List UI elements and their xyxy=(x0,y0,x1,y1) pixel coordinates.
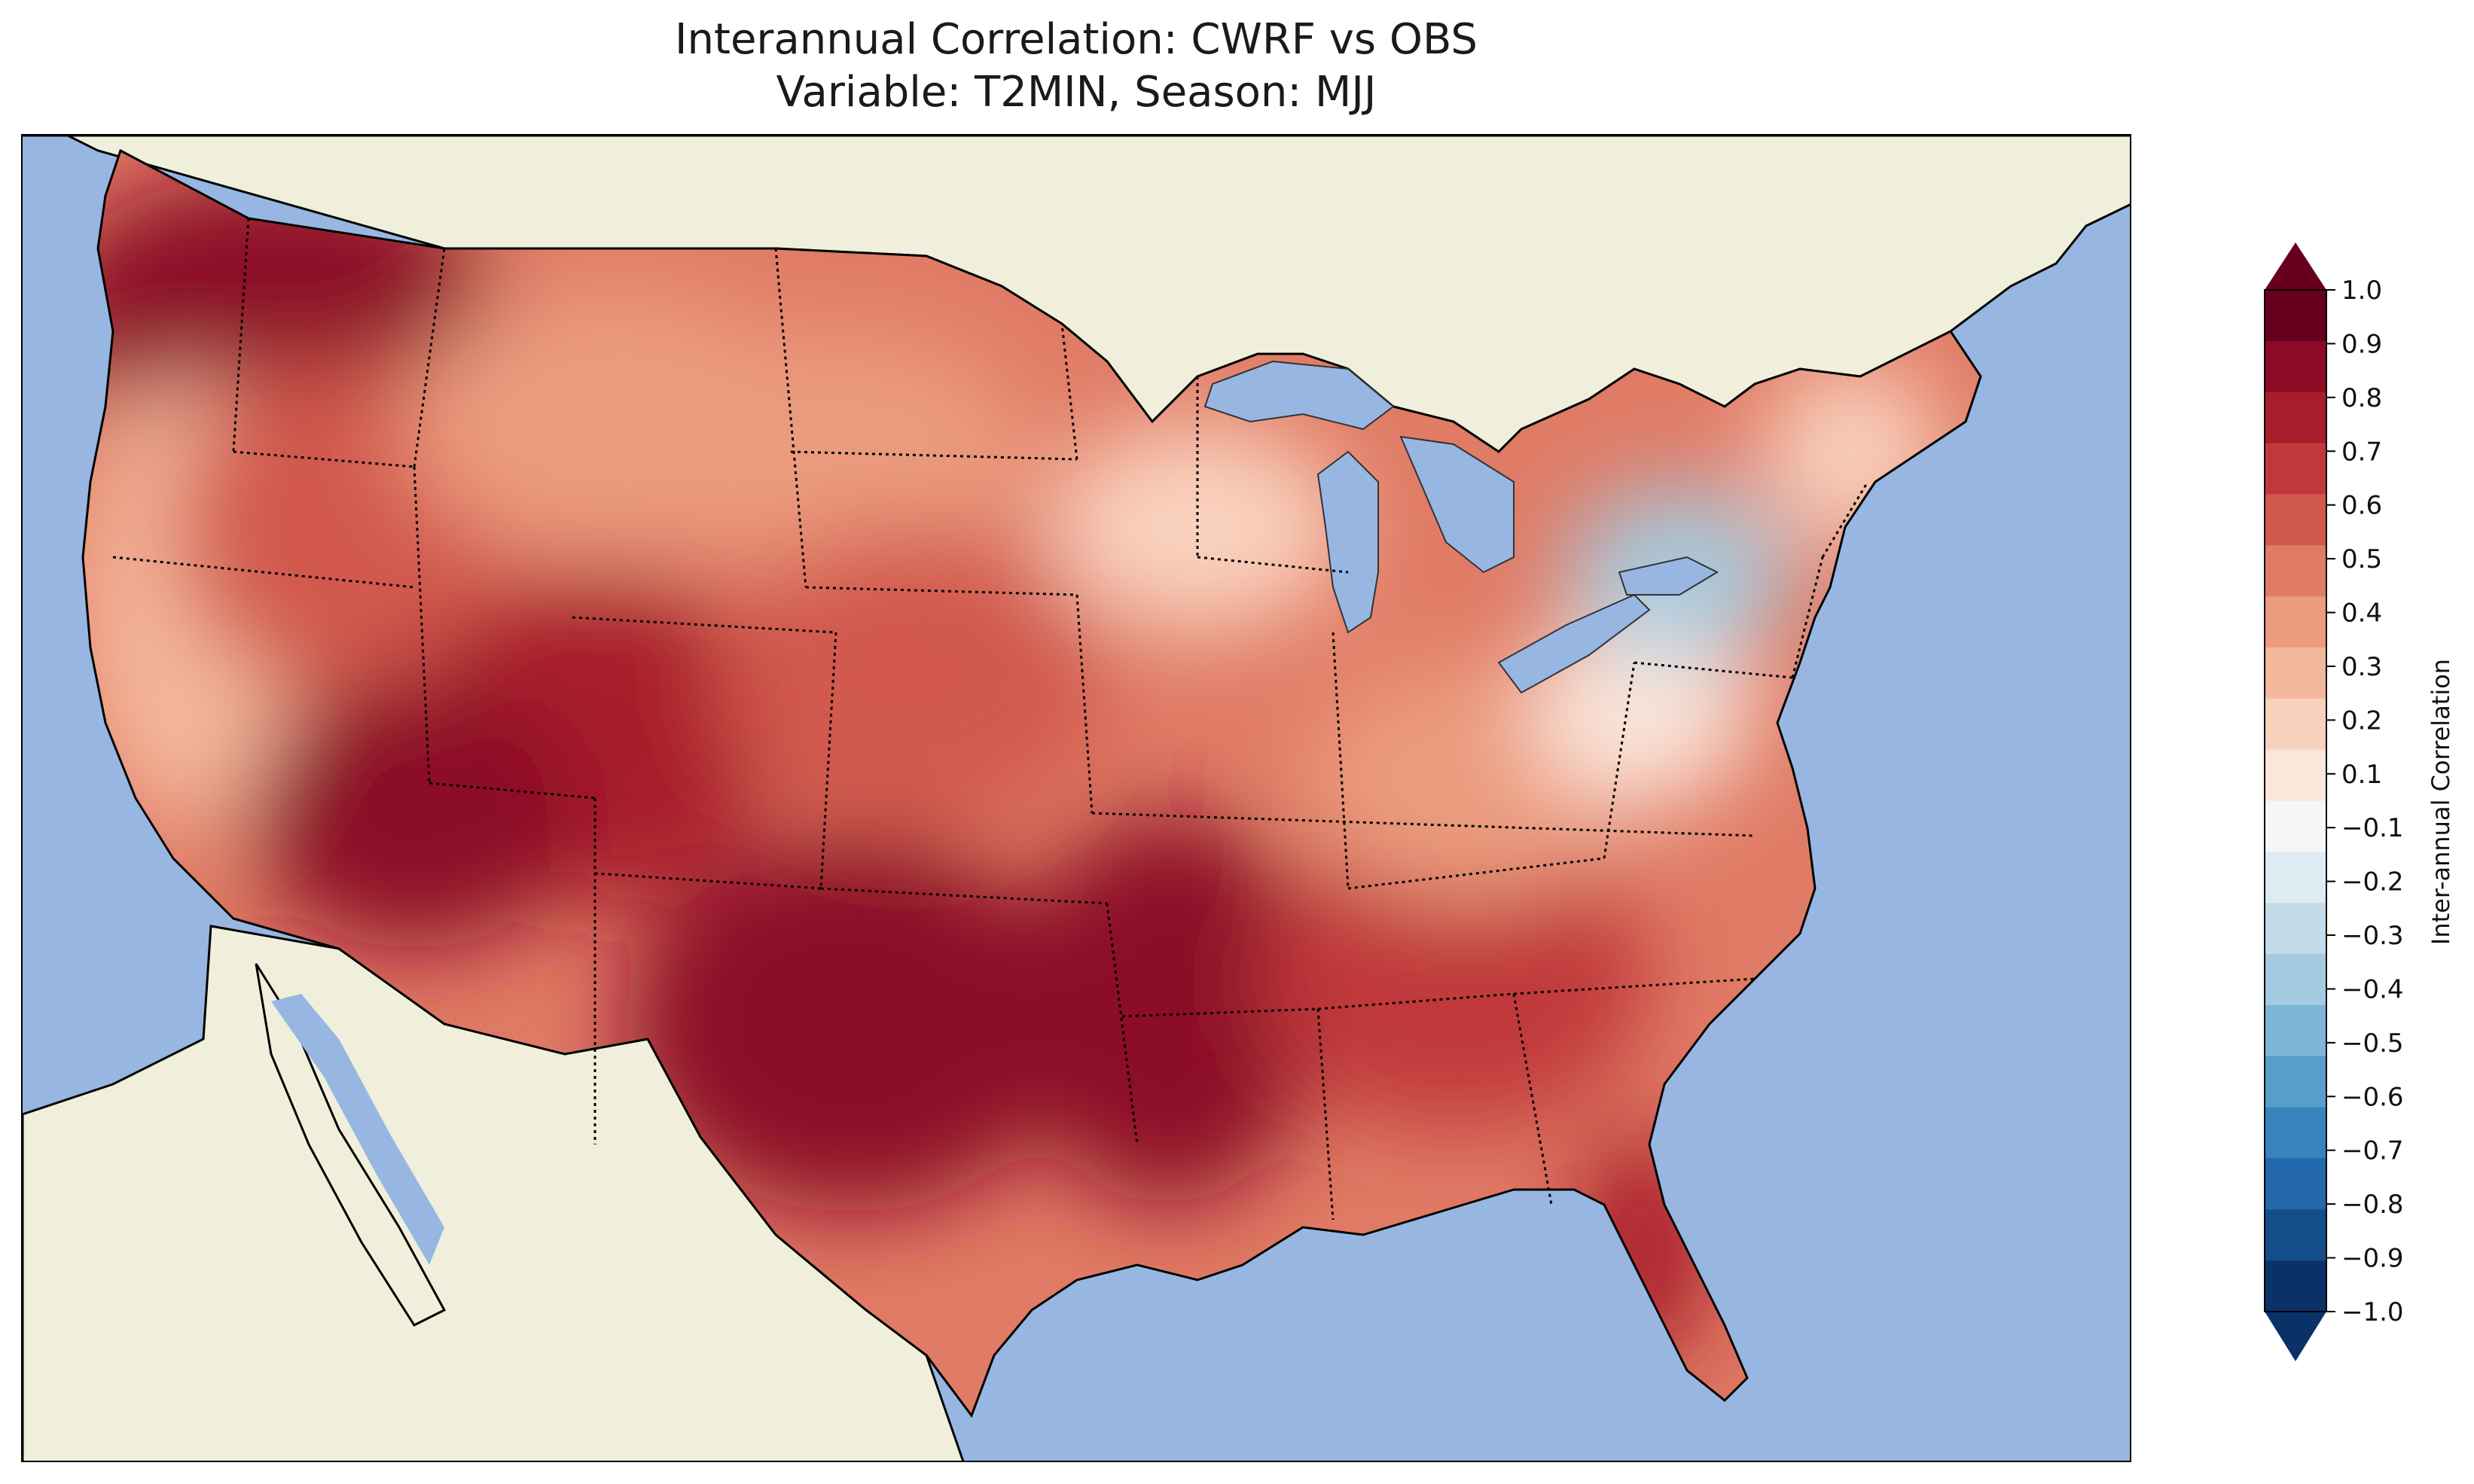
state-border xyxy=(1091,812,1756,837)
colorbar-tick-label: 0.4 xyxy=(2341,599,2382,629)
state-border xyxy=(1821,481,1869,558)
colorbar-swatch xyxy=(2265,494,2326,546)
lake-ontario xyxy=(1618,556,1719,596)
great-lakes xyxy=(1203,360,1719,694)
colorbar-swatch xyxy=(2265,392,2326,444)
colorbar-tick-label: −0.1 xyxy=(2341,813,2404,843)
colorbar-swatch xyxy=(2265,749,2326,801)
field-region xyxy=(1258,828,1649,1129)
colorbar-extend-max xyxy=(2265,242,2326,290)
lake-michigan xyxy=(1316,450,1379,634)
gulf-of-california xyxy=(271,994,444,1265)
colorbar-tick-label: 0.3 xyxy=(2341,652,2382,682)
state-border xyxy=(1791,556,1824,678)
colorbar-ticks: 1.0 0.9 0.8 0.7 0.6 0.5 0.4 0.3 0.2 0.1 −0.1 −0.2 −0… xyxy=(2326,276,2404,1327)
colorbar-outline xyxy=(2264,289,2327,1312)
colorbar-tick-label: −0.5 xyxy=(2341,1028,2404,1059)
state-border xyxy=(1512,993,1553,1205)
state-border xyxy=(233,450,415,468)
baja-peninsula xyxy=(255,963,447,1327)
colorbar-swatch xyxy=(2265,1107,2326,1159)
state-border xyxy=(805,586,1078,596)
colorbar-swatch xyxy=(2265,1158,2326,1210)
colorbar-swatches xyxy=(2265,290,2326,1312)
state-border xyxy=(413,248,446,468)
colorbar-swatch xyxy=(2265,903,2326,955)
field-region xyxy=(640,331,1032,572)
colorbar-swatch xyxy=(2265,290,2326,342)
colorbar-swatch xyxy=(2265,1209,2326,1261)
colorbar-swatch xyxy=(2265,596,2326,648)
colorbar-swatch xyxy=(2265,698,2326,751)
colorbar-tick-label: −0.9 xyxy=(2341,1244,2404,1274)
colorbar-swatch xyxy=(2265,800,2326,852)
colorbar-tick-label: −0.2 xyxy=(2341,867,2404,897)
lake-superior xyxy=(1203,360,1395,431)
colorbar-tick-label: 1.0 xyxy=(2341,276,2382,306)
state-border xyxy=(774,248,807,588)
colorbar-tick-label: 0.6 xyxy=(2341,491,2382,521)
colorbar-swatch xyxy=(2265,443,2326,495)
colorbar-tick-label: −0.8 xyxy=(2341,1190,2404,1220)
state-border xyxy=(1075,594,1094,814)
us-coastline xyxy=(81,148,1982,1418)
field-region xyxy=(715,527,1107,828)
field-region xyxy=(625,836,1077,1212)
colorbar-tick-label: 0.7 xyxy=(2341,437,2382,467)
state-border xyxy=(1332,632,1350,889)
state-border xyxy=(790,450,1078,461)
correlation-map xyxy=(21,134,2131,1462)
state-border xyxy=(1603,662,1636,859)
colorbar-swatch xyxy=(2265,647,2326,699)
field-region xyxy=(249,678,580,949)
field-region xyxy=(1529,610,1755,806)
colorbar-tick-label: 0.2 xyxy=(2341,705,2382,736)
state-border xyxy=(1121,1007,1319,1018)
colorbar-swatch xyxy=(2265,545,2326,597)
field-region xyxy=(1017,813,1318,1205)
state-border xyxy=(112,556,415,589)
colorbar-swatch xyxy=(2265,1260,2326,1312)
state-border xyxy=(413,466,431,784)
state-border xyxy=(1316,1008,1335,1220)
colorbar-extend-min xyxy=(2265,1312,2326,1361)
colorbar-tick-label: 0.8 xyxy=(2341,383,2382,413)
colorbar-tick-label: −0.6 xyxy=(2341,1082,2404,1112)
colorbar-label: Inter-annual Correlation xyxy=(2427,659,2455,945)
colorbar-swatch xyxy=(2265,1004,2326,1057)
colorbar-tick-label: −0.3 xyxy=(2341,921,2404,951)
lake-huron xyxy=(1399,435,1515,574)
colorbar-swatch xyxy=(2265,954,2326,1006)
state-border xyxy=(1317,992,1515,1010)
map-canvas xyxy=(23,136,2130,1461)
colorbar-swatch xyxy=(2265,852,2326,904)
colorbar-tick-label: 0.5 xyxy=(2341,544,2382,574)
state-border xyxy=(1347,857,1605,890)
colorbar-tick-label: −0.7 xyxy=(2341,1136,2404,1166)
figure-subtitle: Variable: T2MIN, Season: MJJ xyxy=(776,68,1377,117)
colorbar-tick-label: −0.4 xyxy=(2341,974,2404,1004)
state-border xyxy=(1197,556,1349,574)
colorbar-swatch xyxy=(2265,1056,2326,1108)
lake-erie xyxy=(1497,593,1651,694)
state-border xyxy=(820,887,1108,905)
state-borders xyxy=(112,218,1869,1220)
colorbar-tick-label: 0.1 xyxy=(2341,760,2382,790)
figure-title: Interannual Correlation: CWRF vs OBS xyxy=(675,15,1478,64)
state-border xyxy=(232,218,250,453)
state-border xyxy=(429,782,596,800)
colorbar-swatch xyxy=(2265,340,2326,393)
state-border xyxy=(1060,323,1078,460)
colorbar-tick-label: −1.0 xyxy=(2341,1297,2404,1327)
state-border xyxy=(819,632,837,889)
colorbar-tick-label: 0.9 xyxy=(2341,329,2382,359)
